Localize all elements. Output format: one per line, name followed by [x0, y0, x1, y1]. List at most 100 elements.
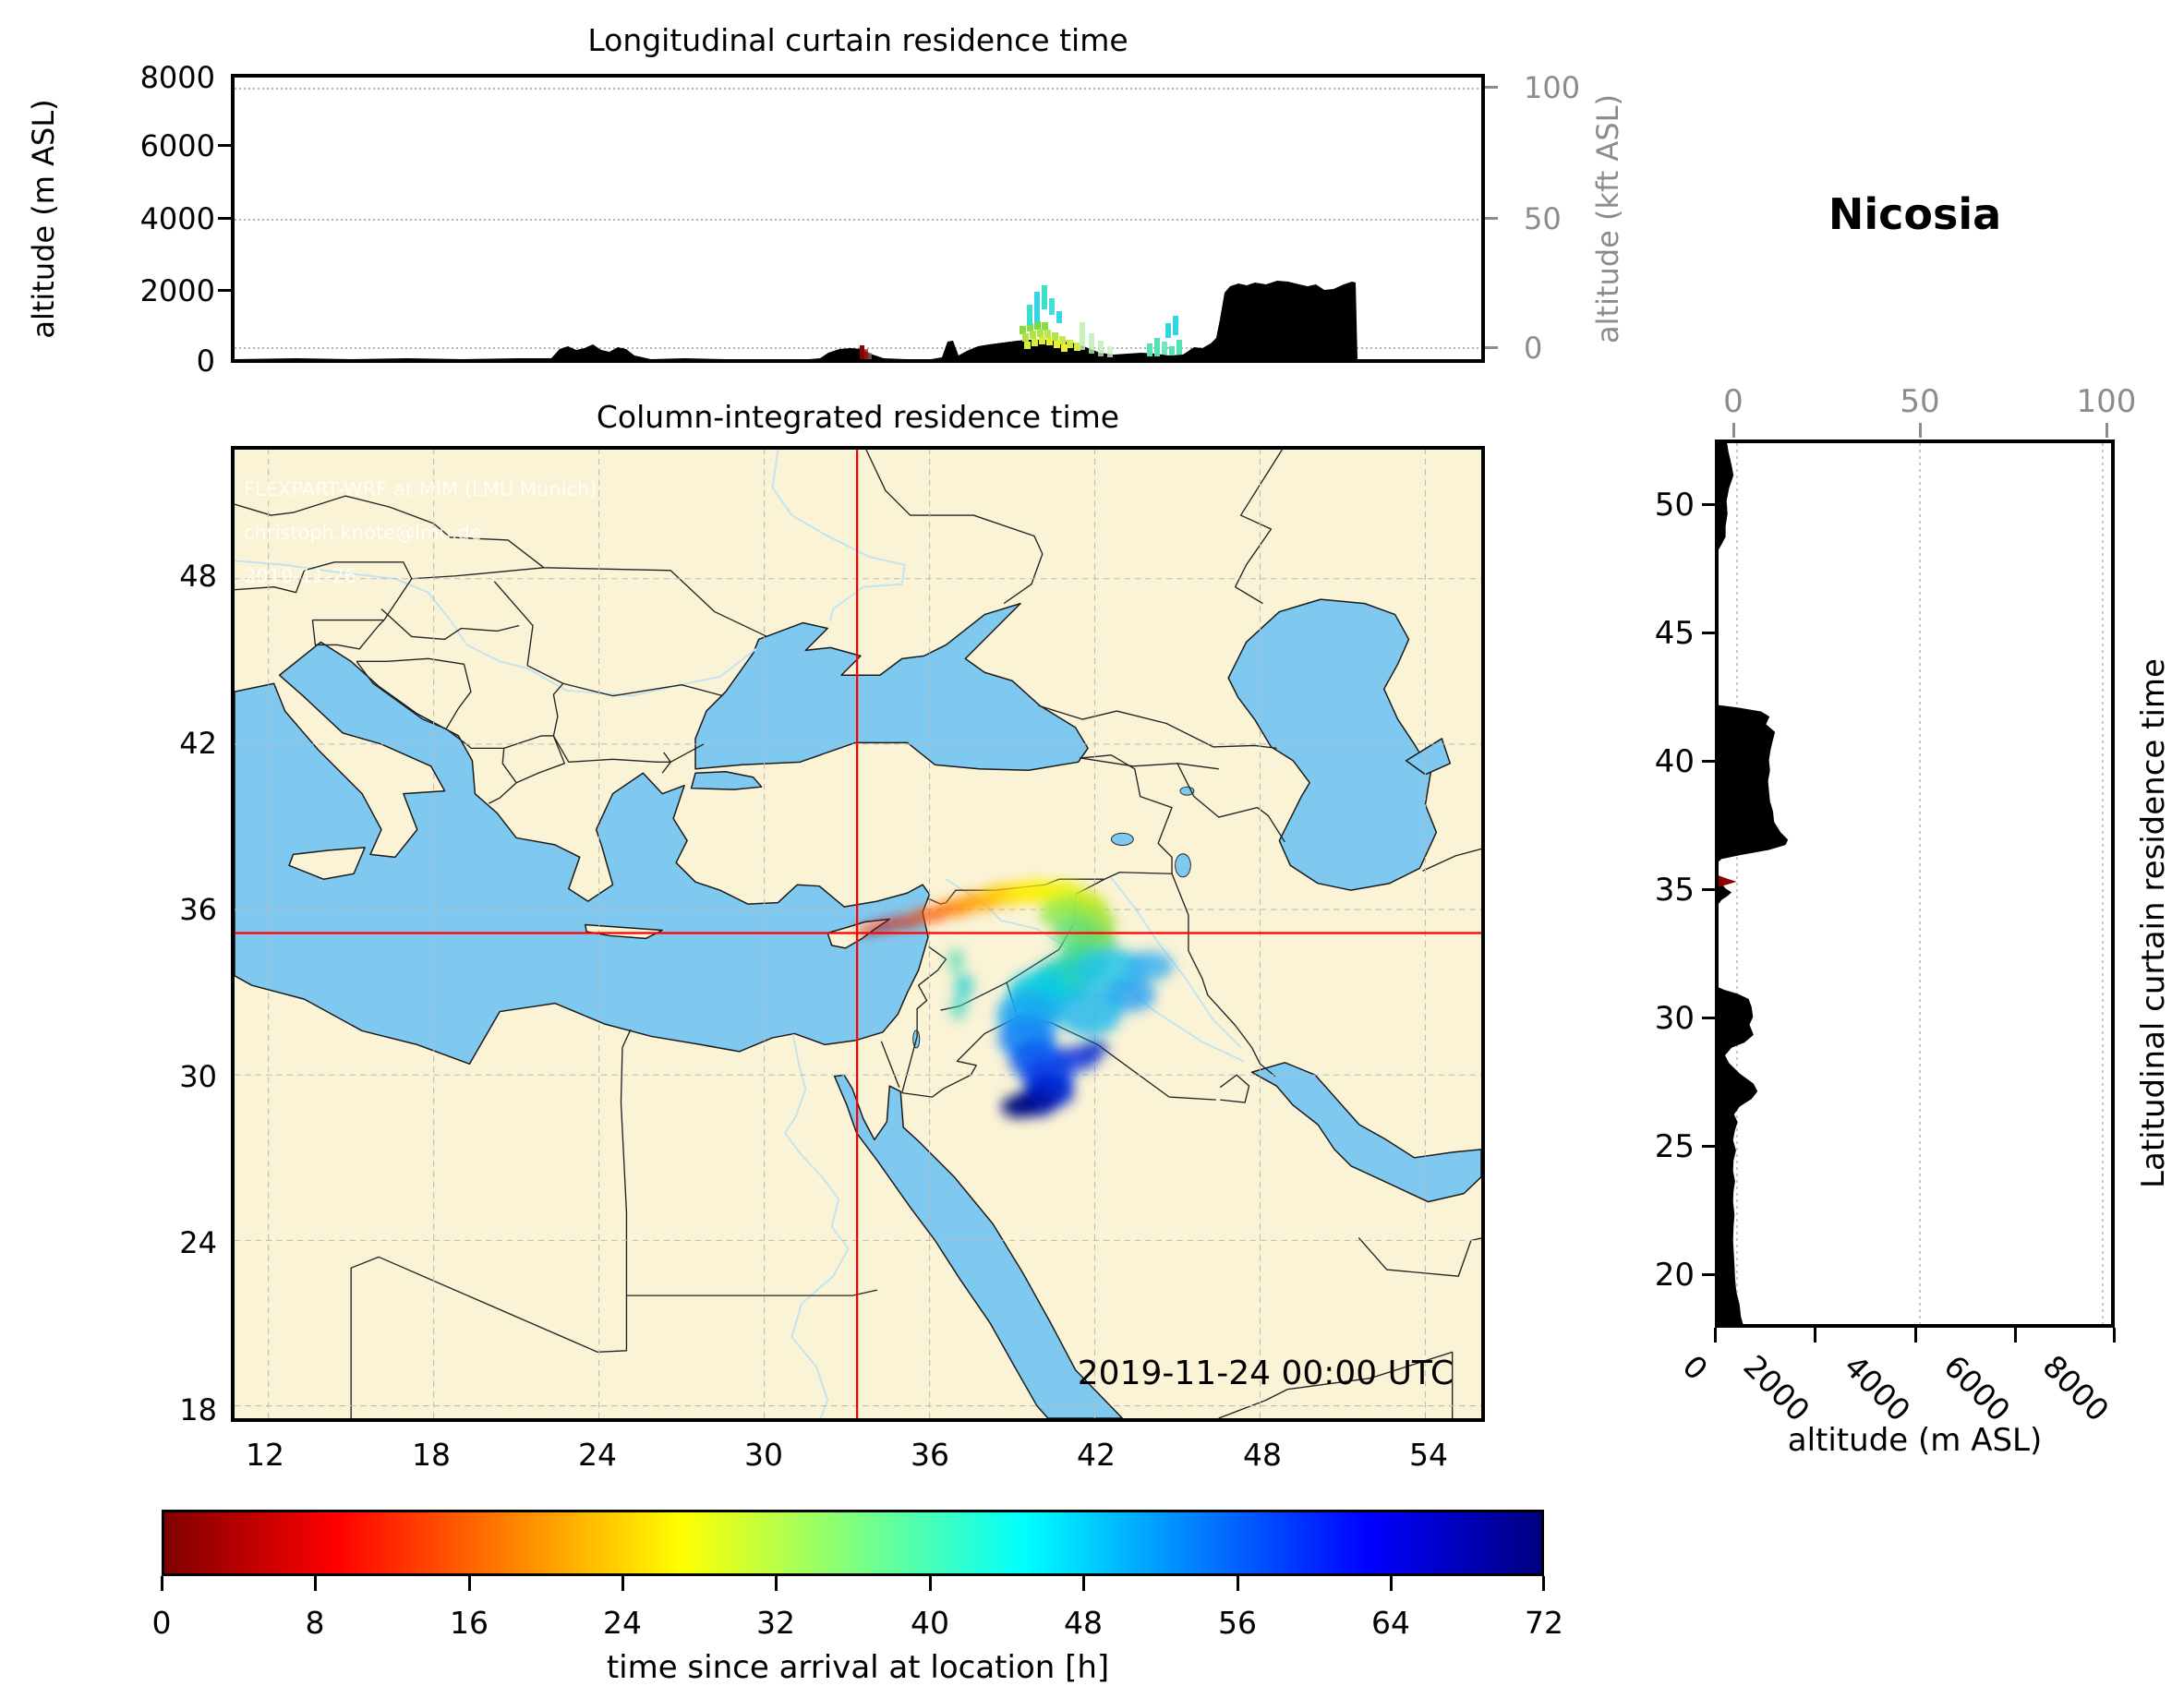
lake-urmia	[1175, 853, 1191, 878]
cb-tick-56: 56	[1218, 1605, 1257, 1641]
lon-tick-48: 48	[1243, 1437, 1282, 1473]
watermark-line3: 2019-11-26	[244, 564, 357, 587]
rp-top-tick-50: 50	[1900, 383, 1940, 420]
tick-mark	[1702, 760, 1715, 763]
lat-tick-42: 42	[179, 726, 217, 761]
tick-mark	[1082, 1576, 1085, 1591]
lat-tick-18: 18	[179, 1392, 217, 1427]
map-plot	[235, 450, 1481, 1418]
rp-x-tick-8000: 8000	[2035, 1348, 2117, 1428]
cb-tick-72: 72	[1525, 1605, 1563, 1641]
country-borders	[235, 450, 1481, 1418]
rp-lat-tick-30: 30	[1654, 1000, 1695, 1037]
longitudinal-curtain-plot	[235, 88, 1481, 359]
cb-tick-40: 40	[911, 1605, 949, 1641]
sicily-island	[288, 847, 366, 880]
lon-tick-12: 12	[246, 1437, 284, 1473]
rp-lat-tick-50: 50	[1654, 487, 1695, 524]
rp-x-tick-4000: 4000	[1837, 1348, 1918, 1428]
caspian-sea	[1227, 598, 1438, 891]
rp-ylabel-rotated: Latitudinal curtain residence time	[2135, 658, 2172, 1188]
rp-x-tick-6000: 6000	[1937, 1348, 2018, 1428]
tick-mark	[218, 289, 231, 292]
source-marker-latitudinal	[1719, 875, 1737, 887]
station-title: Nicosia	[1828, 189, 2002, 239]
cb-tick-64: 64	[1371, 1605, 1410, 1641]
latitudinal-curtain-plot	[1719, 443, 2104, 1324]
tick-mark	[1702, 503, 1715, 506]
crete-island	[584, 923, 663, 940]
lon-tick-18: 18	[412, 1437, 451, 1473]
lon-tick-36: 36	[911, 1437, 949, 1473]
lat-terrain-profile	[1719, 443, 1789, 1324]
watermark: FLEXPART-WRF at MIM (LMU Munich) christo…	[244, 457, 597, 609]
tick-mark	[1732, 423, 1735, 438]
top-panel-ylabel: altitude (m ASL)	[26, 99, 61, 339]
lon-tick-30: 30	[744, 1437, 783, 1473]
tick-mark	[1390, 1576, 1393, 1591]
residence-time-plume	[856, 880, 1174, 1119]
source-marker-longitudinal	[860, 345, 872, 359]
lat-tick-48: 48	[179, 559, 217, 594]
persian-gulf	[1250, 1062, 1481, 1203]
top-panel-title: Longitudinal curtain residence time	[587, 22, 1128, 58]
tick-mark	[314, 1576, 317, 1591]
tick-mark	[468, 1576, 471, 1591]
top-y-tick-0: 0	[196, 343, 215, 379]
rp-lat-tick-45: 45	[1654, 615, 1695, 652]
rp-lat-tick-40: 40	[1654, 743, 1695, 780]
rp-lat-tick-20: 20	[1654, 1257, 1695, 1294]
colorbar	[162, 1510, 1544, 1576]
tick-mark	[218, 217, 231, 220]
tick-mark	[2106, 423, 2108, 438]
latitudinal-curtain-panel	[1715, 440, 2115, 1328]
tick-mark	[1714, 1328, 1717, 1343]
tick-mark	[1702, 888, 1715, 891]
dnieper-river	[771, 450, 906, 621]
rp-top-tick-100: 100	[2076, 383, 2137, 420]
tick-mark	[1485, 346, 1498, 349]
cb-tick-16: 16	[450, 1605, 489, 1641]
lat-tick-36: 36	[179, 892, 217, 927]
longitudinal-curtain-panel	[231, 74, 1485, 363]
tick-mark	[161, 1576, 163, 1591]
tick-mark	[621, 1576, 624, 1591]
lat-tick-30: 30	[179, 1059, 217, 1094]
tick-mark	[1702, 1145, 1715, 1148]
map-title: Column-integrated residence time	[596, 399, 1120, 435]
rp-x-tick-2000: 2000	[1736, 1348, 1817, 1428]
tick-mark	[1702, 1273, 1715, 1276]
tick-mark	[1485, 217, 1498, 220]
sea-of-marmara	[690, 771, 763, 790]
rp-xlabel: altitude (m ASL)	[1787, 1422, 2043, 1459]
lon-tick-24: 24	[578, 1437, 617, 1473]
cb-tick-48: 48	[1064, 1605, 1103, 1641]
lon-tick-42: 42	[1077, 1437, 1116, 1473]
lake-van	[1110, 832, 1134, 846]
lon-tick-54: 54	[1409, 1437, 1448, 1473]
black-sea	[694, 602, 1089, 772]
map-timestamp: 2019-11-24 00:00 UTC	[1077, 1355, 1454, 1392]
tick-mark	[1237, 1576, 1239, 1591]
top-kft-tick-100: 100	[1524, 70, 1581, 105]
crosshair	[235, 450, 1481, 1418]
top-y-tick-6000: 6000	[139, 128, 215, 163]
red-sea	[833, 1074, 1124, 1418]
rp-top-tick-0: 0	[1723, 383, 1744, 420]
top-kft-tick-0: 0	[1524, 331, 1543, 366]
nile-river	[784, 1034, 850, 1418]
top-kft-tick-50: 50	[1524, 201, 1562, 236]
tick-mark	[775, 1576, 778, 1591]
rp-lat-tick-35: 35	[1654, 872, 1695, 909]
top-y-tick-4000: 4000	[139, 201, 215, 236]
tick-mark	[2113, 1328, 2116, 1343]
tick-mark	[1702, 632, 1715, 634]
cb-tick-32: 32	[756, 1605, 795, 1641]
terrain-profile	[235, 281, 1357, 359]
lat-tick-24: 24	[179, 1225, 217, 1260]
kara-bogaz-gol	[1405, 738, 1452, 776]
colorbar-label: time since arrival at location [h]	[606, 1649, 1110, 1686]
cb-tick-8: 8	[305, 1605, 325, 1641]
map-panel: FLEXPART-WRF at MIM (LMU Munich) christo…	[231, 446, 1485, 1422]
